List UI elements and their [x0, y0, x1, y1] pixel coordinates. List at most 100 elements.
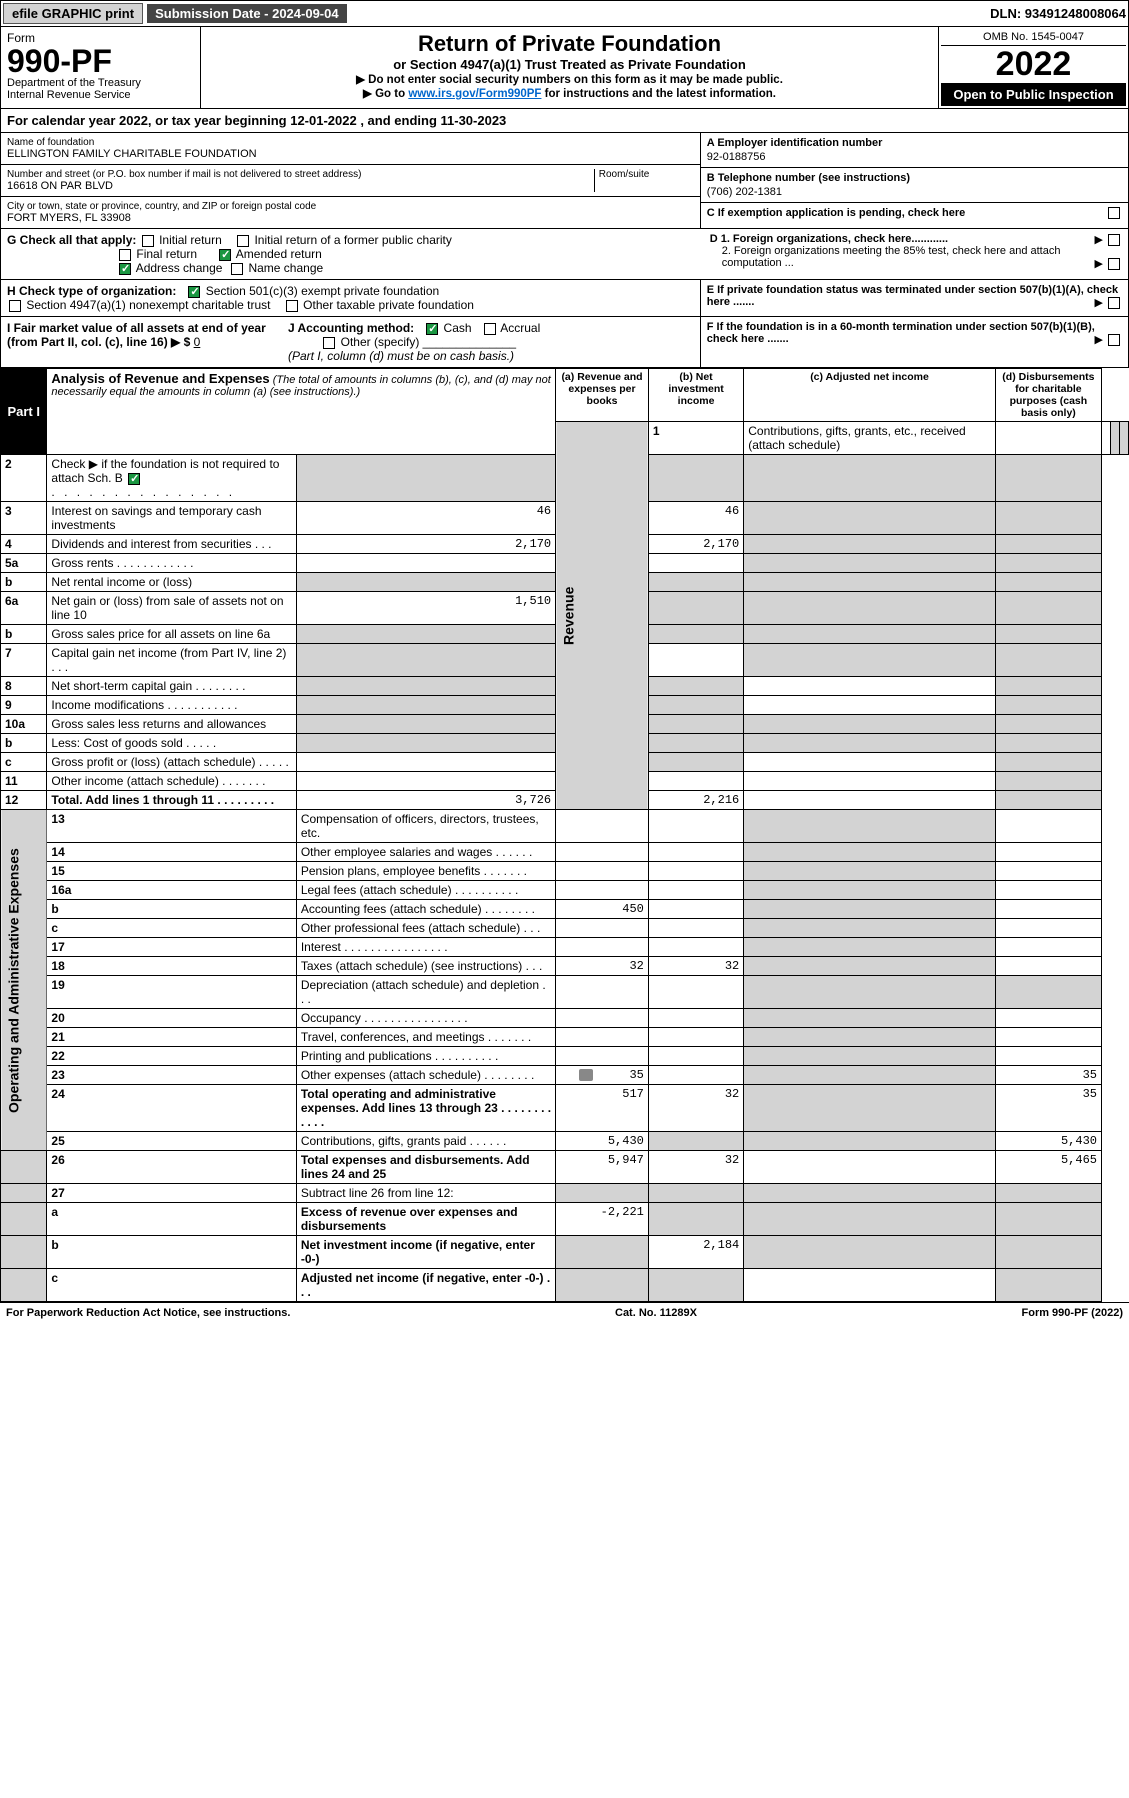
line-21-desc: Travel, conferences, and meetings . . . …: [296, 1028, 555, 1047]
form-header: Form 990-PF Department of the Treasury I…: [0, 27, 1129, 109]
form-subtitle: or Section 4947(a)(1) Trust Treated as P…: [211, 57, 928, 72]
g-label: G Check all that apply:: [7, 233, 136, 247]
f-checkbox[interactable]: [1108, 334, 1120, 346]
line-15-no: 15: [47, 862, 296, 881]
table-row: 22 Printing and publications . . . . . .…: [1, 1047, 1129, 1066]
info-left-col: Name of foundation ELLINGTON FAMILY CHAR…: [1, 133, 700, 228]
line-10c-desc: Gross profit or (loss) (attach schedule)…: [47, 753, 296, 772]
telephone-value: (706) 202-1381: [707, 184, 1122, 198]
line-27a-no: a: [47, 1203, 296, 1236]
line-25-no: 25: [47, 1132, 296, 1151]
i-value: 0: [194, 335, 201, 349]
line-8-no: 8: [1, 677, 47, 696]
d1-checkbox[interactable]: [1108, 234, 1120, 246]
line-12-no: 12: [1, 791, 47, 810]
c-checkbox[interactable]: [1108, 207, 1120, 219]
f-label: F If the foundation is in a 60-month ter…: [707, 321, 1095, 345]
address-change-checkbox[interactable]: [119, 263, 131, 275]
exemption-pending-row: C If exemption application is pending, c…: [701, 203, 1128, 223]
form-title: Return of Private Foundation: [211, 31, 928, 57]
table-row: 24 Total operating and administrative ex…: [1, 1085, 1129, 1132]
line-6a-no: 6a: [1, 592, 47, 625]
e-label: E If private foundation status was termi…: [707, 284, 1118, 308]
e-checkbox[interactable]: [1108, 297, 1120, 309]
line-27c-desc: Adjusted net income (if negative, enter …: [296, 1269, 555, 1302]
line-20-no: 20: [47, 1009, 296, 1028]
initial-return-checkbox[interactable]: [142, 235, 154, 247]
line-13-no: 13: [47, 810, 296, 843]
cash-checkbox[interactable]: [426, 323, 438, 335]
attachment-icon[interactable]: [579, 1069, 593, 1081]
line-20-desc: Occupancy . . . . . . . . . . . . . . . …: [296, 1009, 555, 1028]
line-6b-no: b: [1, 625, 47, 644]
part1-label: Part I: [1, 369, 47, 455]
line-22-desc: Printing and publications . . . . . . . …: [296, 1047, 555, 1066]
city-state-zip: FORT MYERS, FL 33908: [7, 212, 694, 224]
sch-b-checkbox[interactable]: [128, 473, 140, 485]
initial-former-checkbox[interactable]: [237, 235, 249, 247]
line-1-no: 1: [648, 422, 743, 455]
table-row: 27 Subtract line 26 from line 12:: [1, 1184, 1129, 1203]
line-6a-desc: Net gain or (loss) from sale of assets n…: [47, 592, 296, 625]
j-accounting: J Accounting method: Cash Accrual Other …: [288, 321, 694, 363]
goto-post: for instructions and the latest informat…: [541, 88, 776, 100]
other-method-checkbox[interactable]: [323, 337, 335, 349]
line-27-no: 27: [47, 1184, 296, 1203]
final-return-checkbox[interactable]: [119, 249, 131, 261]
table-row: 25 Contributions, gifts, grants paid . .…: [1, 1132, 1129, 1151]
line-7-no: 7: [1, 644, 47, 677]
name-change-checkbox[interactable]: [231, 263, 243, 275]
submission-date-box: Submission Date - 2024-09-04: [147, 4, 347, 23]
line-19-desc: Depreciation (attach schedule) and deple…: [296, 976, 555, 1009]
table-row: 23 Other expenses (attach schedule) . . …: [1, 1066, 1129, 1085]
line-19-no: 19: [47, 976, 296, 1009]
line-24-d: 35: [995, 1085, 1101, 1132]
line-26-no: 26: [47, 1151, 296, 1184]
line-11-no: 11: [1, 772, 47, 791]
line-1-desc: Contributions, gifts, grants, etc., rece…: [744, 422, 996, 455]
line-5a-desc: Gross rents . . . . . . . . . . . .: [47, 554, 296, 573]
line-3-b: 46: [648, 502, 743, 535]
line-4-no: 4: [1, 535, 47, 554]
ein-row: A Employer identification number 92-0188…: [701, 133, 1128, 168]
part1-table: Part I Analysis of Revenue and Expenses …: [0, 368, 1129, 1302]
line-5a-no: 5a: [1, 554, 47, 573]
4947-checkbox[interactable]: [9, 300, 21, 312]
line-5b-desc: Net rental income or (loss): [47, 573, 296, 592]
telephone-row: B Telephone number (see instructions) (7…: [701, 168, 1128, 203]
form-number: 990-PF: [7, 45, 194, 77]
line-10b-desc: Less: Cost of goods sold . . . . .: [47, 734, 296, 753]
line-4-desc: Dividends and interest from securities .…: [47, 535, 296, 554]
table-row: 15 Pension plans, employee benefits . . …: [1, 862, 1129, 881]
form990pf-link[interactable]: www.irs.gov/Form990PF: [408, 88, 541, 100]
line-23-desc: Other expenses (attach schedule) . . . .…: [296, 1066, 555, 1085]
part1-header-row: Part I Analysis of Revenue and Expenses …: [1, 369, 1129, 422]
table-row: b Net investment income (if negative, en…: [1, 1236, 1129, 1269]
revenue-side-label: Revenue: [556, 422, 649, 810]
line-10c-no: c: [1, 753, 47, 772]
i-label: I Fair market value of all assets at end…: [7, 321, 266, 349]
line-25-a: 5,430: [556, 1132, 649, 1151]
line-10a-desc: Gross sales less returns and allowances: [47, 715, 296, 734]
line-26-b: 32: [648, 1151, 743, 1184]
d2-checkbox[interactable]: [1108, 258, 1120, 270]
goto-line: ▶ Go to www.irs.gov/Form990PF for instru…: [211, 86, 928, 100]
line-16c-no: c: [47, 919, 296, 938]
i-j-block: I Fair market value of all assets at end…: [1, 317, 700, 367]
city-label: City or town, state or province, country…: [7, 201, 694, 212]
efile-print-button[interactable]: efile GRAPHIC print: [3, 3, 143, 24]
room-suite-label: Room/suite: [599, 169, 694, 180]
line-2-text: Check ▶ if the foundation is not require…: [51, 457, 279, 485]
line-27b-desc: Net investment income (if negative, ente…: [296, 1236, 555, 1269]
line-22-no: 22: [47, 1047, 296, 1066]
omb-number: OMB No. 1545-0047: [941, 29, 1126, 46]
501c3-checkbox[interactable]: [188, 286, 200, 298]
other-taxable-checkbox[interactable]: [286, 300, 298, 312]
final-return-label: Final return: [136, 247, 197, 261]
line-10b-no: b: [1, 734, 47, 753]
line-11-desc: Other income (attach schedule) . . . . .…: [47, 772, 296, 791]
amended-return-checkbox[interactable]: [219, 249, 231, 261]
accrual-checkbox[interactable]: [484, 323, 496, 335]
table-row: 14 Other employee salaries and wages . .…: [1, 843, 1129, 862]
line-27a-a: -2,221: [556, 1203, 649, 1236]
